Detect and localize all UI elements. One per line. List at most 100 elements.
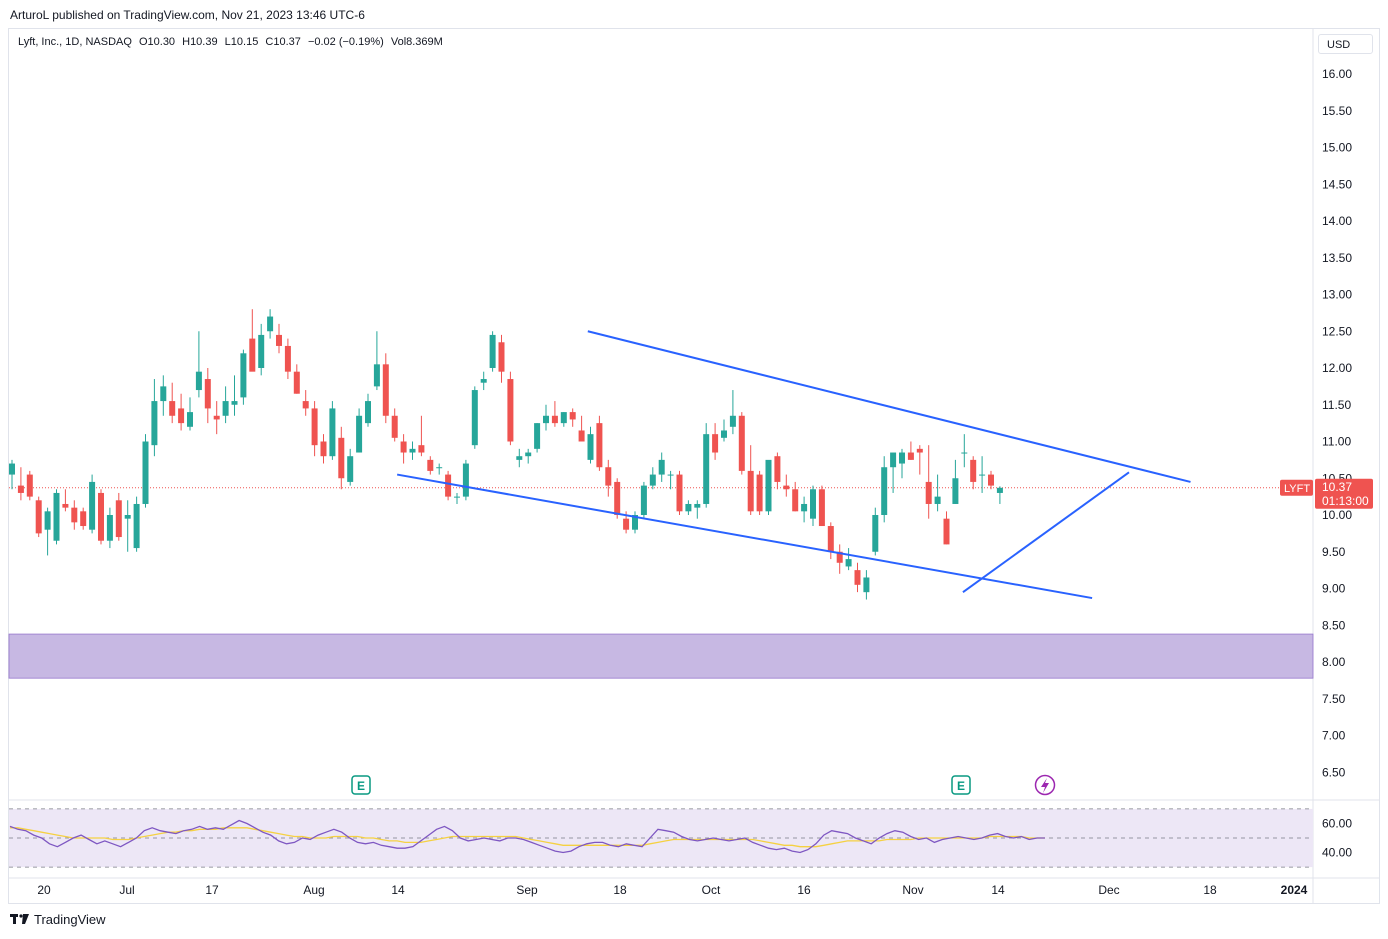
- countdown-label: 01:13:00: [1322, 494, 1369, 508]
- footer-brand[interactable]: TradingView: [10, 912, 106, 927]
- candle-body: [115, 500, 122, 538]
- candle-body: [623, 518, 630, 530]
- candle-body: [187, 412, 193, 427]
- candle-body: [480, 379, 487, 383]
- candle-body: [810, 489, 816, 519]
- rsi-tick-label: 60.00: [1322, 816, 1352, 830]
- candle-body: [249, 338, 256, 372]
- candle-body: [543, 415, 549, 424]
- time-tick-label: Dec: [1098, 883, 1119, 897]
- candle-body: [284, 345, 291, 372]
- candle-body: [569, 412, 576, 420]
- trendline: [587, 330, 1191, 483]
- candle-body: [854, 570, 861, 585]
- candle-body: [436, 467, 443, 469]
- symbol-legend: Lyft, Inc., 1D, NASDAQ O10.30 H10.39 L10…: [18, 36, 447, 48]
- candle-body: [365, 401, 371, 424]
- candle-body: [872, 515, 879, 552]
- earnings-icon-label: E: [357, 779, 365, 793]
- trendline: [962, 471, 1130, 593]
- candle-body: [293, 371, 300, 394]
- candle-body: [970, 459, 977, 482]
- time-tick-label: 16: [797, 883, 811, 897]
- candle-body: [35, 500, 42, 534]
- candle-body: [551, 415, 558, 424]
- candle-body: [747, 470, 754, 512]
- candle-body: [721, 430, 727, 438]
- candle-body: [489, 334, 496, 368]
- earnings-icon: [351, 775, 371, 795]
- candle-body: [961, 452, 968, 454]
- candle-body: [462, 463, 469, 497]
- legend-volume: Vol8.369M: [390, 36, 443, 48]
- candle-body: [818, 489, 825, 527]
- candle-body: [774, 456, 781, 482]
- candle-body: [729, 415, 736, 427]
- price-tick-label: 12.00: [1322, 361, 1352, 375]
- price-tick-label: 6.50: [1322, 765, 1346, 779]
- time-tick-label: Oct: [702, 883, 721, 897]
- candle-body: [347, 456, 354, 482]
- price-tick-label: 15.00: [1322, 141, 1352, 155]
- time-tick-label: 14: [991, 883, 1005, 897]
- candle-body: [845, 559, 852, 567]
- candle-body: [712, 434, 719, 453]
- candle-body: [98, 492, 104, 541]
- price-tick-label: 10.00: [1322, 508, 1352, 522]
- candle-body: [836, 551, 843, 563]
- candle-body: [703, 434, 710, 504]
- price-tick-label: 7.00: [1322, 729, 1346, 743]
- footer-brand-label: TradingView: [34, 912, 106, 927]
- candle-body: [498, 342, 505, 372]
- candle-body: [614, 481, 621, 515]
- time-tick-label: Jul: [119, 883, 134, 897]
- symbol-price-tag: [1280, 479, 1313, 496]
- candle-body: [516, 456, 523, 460]
- candle-body: [204, 379, 211, 409]
- candle-body: [195, 371, 202, 391]
- price-tick-label: 14.00: [1322, 214, 1352, 228]
- candle-body: [418, 445, 425, 453]
- candle-body: [738, 415, 745, 471]
- time-tick-label: 18: [1203, 883, 1217, 897]
- candle-body: [382, 364, 389, 416]
- candle-body: [649, 474, 656, 486]
- lightning-icon: [1041, 778, 1049, 793]
- legend-high: H10.39: [182, 36, 218, 48]
- candle-body: [267, 316, 274, 332]
- candle-body: [400, 441, 407, 453]
- currency-button[interactable]: USD: [1318, 34, 1373, 54]
- price-tick-label: 11.50: [1322, 398, 1351, 412]
- earnings-icon: [951, 775, 971, 795]
- published-line: ArturoL published on TradingView.com, No…: [10, 8, 365, 22]
- support-zone: [8, 633, 1314, 679]
- price-tick-label: 13.50: [1322, 251, 1352, 265]
- candle-body: [373, 364, 380, 387]
- candle-body: [979, 474, 986, 476]
- price-tick-label: 9.50: [1322, 545, 1346, 559]
- candle-body: [71, 507, 78, 523]
- candle-body: [142, 441, 149, 504]
- candle-body: [222, 401, 229, 416]
- rsi-line: [9, 819, 1045, 854]
- candle-body: [231, 401, 238, 405]
- time-tick-label: 18: [613, 883, 627, 897]
- candle-body: [471, 390, 478, 446]
- candle-body: [276, 334, 282, 346]
- candle-body: [17, 485, 24, 493]
- candle-body: [801, 503, 808, 512]
- candle-body: [258, 334, 265, 368]
- price-tick-label: 9.00: [1322, 582, 1346, 596]
- candle-body: [124, 515, 131, 519]
- price-tick-label: 15.50: [1322, 104, 1352, 118]
- candle-body: [507, 379, 514, 442]
- candle-body: [302, 401, 309, 409]
- candle-body: [560, 412, 567, 424]
- candle-body: [80, 511, 87, 527]
- time-tick-label: 20: [37, 883, 51, 897]
- candle-body: [640, 485, 647, 515]
- candle-body: [9, 463, 15, 475]
- legend-title[interactable]: Lyft, Inc., 1D, NASDAQ: [18, 36, 132, 48]
- candle-body: [329, 408, 336, 457]
